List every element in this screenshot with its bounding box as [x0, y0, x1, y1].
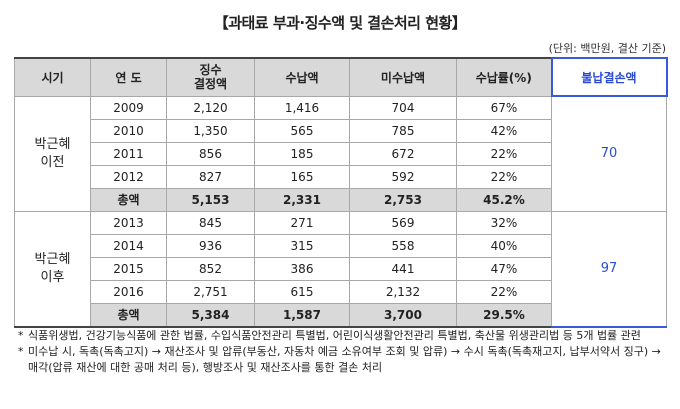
- table-row: 2011 856 185 672 22%: [15, 141, 667, 166]
- unpaid-cell: 704: [349, 95, 457, 120]
- rate-cell: 42%: [456, 118, 552, 143]
- period-cell: 박근혜 이전: [14, 95, 91, 212]
- footnotes: * 식품위생법, 건강기능식품에 관한 법률, 수입식품안전관리 특별법, 어린…: [18, 328, 668, 376]
- collection-cell: 856: [166, 141, 255, 166]
- table-row: 박근혜 이전 2009 2,120 1,416 704 67% 70: [14, 95, 667, 212]
- footnote-text: 미수납 시, 독촉(독촉고지) → 재산조사 및 압류(부동산, 자동차 예금 …: [28, 345, 661, 374]
- unpaid-cell: 785: [349, 118, 457, 143]
- year-cell: 2011: [90, 141, 167, 166]
- collection-cell: 1,350: [166, 118, 255, 143]
- unpaid-cell: 672: [349, 141, 457, 166]
- year-cell: 2015: [90, 256, 167, 281]
- rate-cell: 47%: [456, 256, 552, 281]
- collection-cell: 845: [166, 210, 255, 235]
- received-cell: 615: [254, 279, 350, 304]
- received-cell: 271: [254, 210, 350, 235]
- total-label: 총액: [90, 187, 167, 212]
- footnote: * 식품위생법, 건강기능식품에 관한 법률, 수입식품안전관리 특별법, 어린…: [18, 328, 668, 344]
- total-unpaid: 2,753: [349, 187, 457, 212]
- unpaid-cell: 558: [349, 233, 457, 258]
- total-label: 총액: [90, 302, 167, 327]
- total-row: 총액 5,384 1,587 3,700 29.5%: [15, 302, 667, 327]
- period-line1: 박근혜: [34, 136, 71, 152]
- collection-cell: 2,120: [166, 95, 255, 120]
- footnote-mark: *: [18, 329, 24, 342]
- total-collection: 5,384: [166, 302, 255, 327]
- rate-cell: 22%: [456, 164, 552, 189]
- collection-cell: 827: [166, 164, 255, 189]
- header-deficit: 불납결손액: [550, 57, 668, 97]
- footnote-text: 식품위생법, 건강기능식품에 관한 법률, 수입식품안전관리 특별법, 어린이식…: [28, 329, 641, 342]
- deficit-cell: 97: [551, 210, 667, 328]
- header-row: 시기 연 도 징수 결정액 수납액 미수납액 수납률(%) 불납결손액: [14, 57, 668, 97]
- header-collection-line1: 징수: [199, 63, 222, 78]
- total-unpaid: 3,700: [349, 302, 457, 327]
- total-received: 1,587: [254, 302, 350, 327]
- table-row: 2010 1,350 565 785 42%: [15, 118, 667, 143]
- header-period: 시기: [14, 57, 91, 97]
- deficit-cell: 70: [551, 95, 667, 212]
- rate-cell: 67%: [456, 95, 552, 120]
- period-line2: 이후: [40, 269, 65, 285]
- collection-cell: 2,751: [166, 279, 255, 304]
- received-cell: 1,416: [254, 95, 350, 120]
- rate-cell: 32%: [456, 210, 552, 235]
- total-collection: 5,153: [166, 187, 255, 212]
- year-cell: 2013: [90, 210, 167, 235]
- received-cell: 565: [254, 118, 350, 143]
- page-title: 【과태료 부과·징수액 및 결손처리 현황】: [213, 14, 467, 32]
- unpaid-cell: 441: [349, 256, 457, 281]
- year-cell: 2009: [90, 95, 167, 120]
- year-cell: 2016: [90, 279, 167, 304]
- year-cell: 2014: [90, 233, 167, 258]
- year-cell: 2012: [90, 164, 167, 189]
- unpaid-cell: 2,132: [349, 279, 457, 304]
- table-row: 2015 852 386 441 47%: [15, 256, 667, 281]
- table-row: 2016 2,751 615 2,132 22%: [15, 279, 667, 304]
- rate-cell: 22%: [456, 141, 552, 166]
- received-cell: 386: [254, 256, 350, 281]
- total-rate: 29.5%: [456, 302, 552, 327]
- period-line2: 이전: [40, 154, 65, 170]
- header-received: 수납액: [254, 57, 350, 97]
- year-cell: 2010: [90, 118, 167, 143]
- total-rate: 45.2%: [456, 187, 552, 212]
- rate-cell: 40%: [456, 233, 552, 258]
- unit-label: (단위: 백만원, 결산 기준): [548, 42, 666, 55]
- header-year: 연 도: [90, 57, 167, 97]
- collection-cell: 936: [166, 233, 255, 258]
- unpaid-cell: 569: [349, 210, 457, 235]
- collection-status-table: 시기 연 도 징수 결정액 수납액 미수납액 수납률(%) 불납결손액 박근혜 …: [14, 57, 668, 328]
- footnote-mark: *: [18, 345, 24, 358]
- table-row: 박근혜 이후 2013 845 271 569 32% 97: [14, 210, 667, 328]
- footnote: * 미수납 시, 독촉(독촉고지) → 재산조사 및 압류(부동산, 자동차 예…: [18, 344, 668, 376]
- period-cell: 박근혜 이후: [14, 210, 91, 327]
- total-received: 2,331: [254, 187, 350, 212]
- received-cell: 315: [254, 233, 350, 258]
- table-row: 2012 827 165 592 22%: [15, 164, 667, 189]
- received-cell: 185: [254, 141, 350, 166]
- header-collection-line2: 결정액: [193, 77, 228, 92]
- header-unpaid: 미수납액: [349, 57, 457, 97]
- header-rate: 수납률(%): [456, 57, 552, 97]
- collection-cell: 852: [166, 256, 255, 281]
- header-collection: 징수 결정액: [166, 57, 255, 97]
- rate-cell: 22%: [456, 279, 552, 304]
- received-cell: 165: [254, 164, 350, 189]
- table-row: 2014 936 315 558 40%: [15, 233, 667, 258]
- unpaid-cell: 592: [349, 164, 457, 189]
- period-line1: 박근혜: [34, 251, 71, 267]
